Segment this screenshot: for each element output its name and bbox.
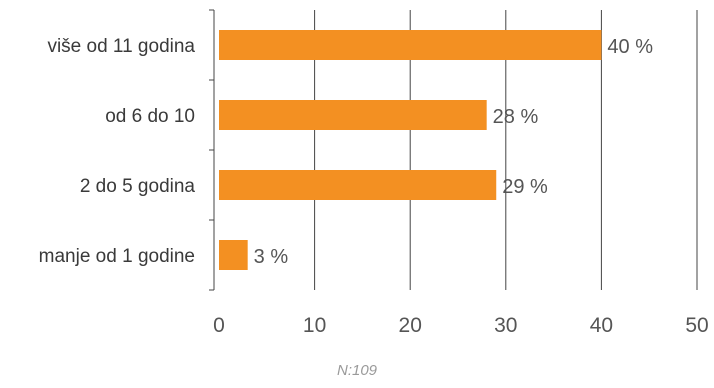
category-label: 2 do 5 godina bbox=[80, 176, 196, 197]
data-label: 28 % bbox=[493, 106, 539, 128]
bar-2 bbox=[219, 100, 487, 130]
bars bbox=[219, 30, 602, 270]
x-tick-label: 50 bbox=[685, 314, 708, 337]
bar-1 bbox=[219, 30, 602, 60]
bar-3 bbox=[219, 170, 497, 200]
data-label: 29 % bbox=[502, 176, 548, 198]
x-tick-label: 20 bbox=[399, 314, 422, 337]
category-label: više od 11 godina bbox=[47, 36, 195, 57]
labels: više od 11 godina 40 % od 6 do 10 28 % 2 do … bbox=[39, 36, 709, 337]
x-tick-label: 40 bbox=[590, 314, 613, 337]
data-label: 3 % bbox=[254, 246, 289, 268]
x-tick-label: 30 bbox=[494, 314, 517, 337]
bar-4 bbox=[219, 240, 248, 270]
category-label: od 6 do 10 bbox=[105, 106, 195, 127]
category-label: manje od 1 godine bbox=[39, 246, 195, 267]
sample-size-note: N:109 bbox=[336, 362, 378, 379]
x-tick-label: 0 bbox=[213, 314, 225, 337]
x-tick-label: 10 bbox=[303, 314, 326, 337]
y-axis bbox=[209, 9, 215, 291]
data-label: 40 % bbox=[607, 36, 653, 58]
